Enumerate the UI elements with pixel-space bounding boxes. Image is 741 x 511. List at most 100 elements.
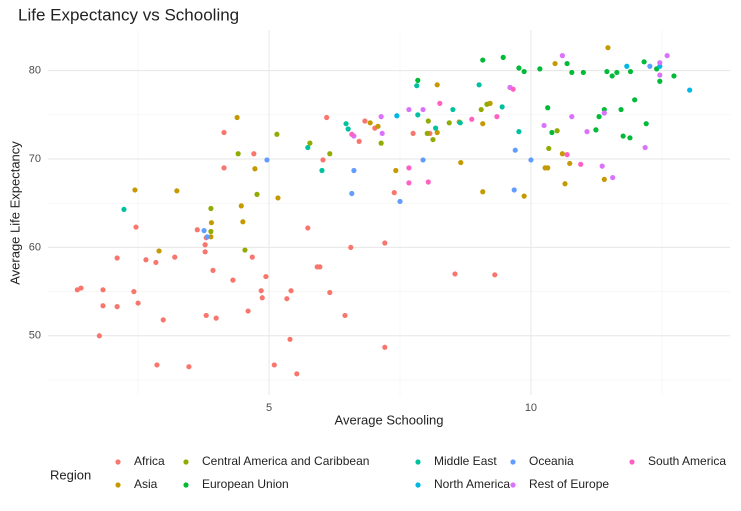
point	[457, 120, 463, 126]
point	[624, 63, 630, 69]
point	[351, 167, 357, 174]
point	[317, 264, 323, 270]
point	[274, 131, 280, 137]
point	[121, 206, 127, 213]
legend-key	[115, 482, 121, 488]
point	[378, 114, 384, 120]
legend-key	[415, 459, 421, 465]
legend-key	[629, 459, 635, 465]
point	[135, 300, 141, 306]
point	[521, 68, 527, 75]
point	[397, 198, 403, 205]
point	[393, 167, 399, 174]
point	[450, 106, 456, 113]
point	[528, 157, 534, 163]
point	[100, 287, 106, 293]
point	[596, 114, 602, 120]
point	[210, 267, 216, 273]
point	[234, 114, 240, 121]
legend-label: Central America and Caribbean	[202, 454, 369, 468]
point	[492, 272, 498, 278]
point	[202, 249, 208, 255]
point	[186, 364, 192, 370]
point	[618, 106, 624, 113]
point	[564, 152, 570, 158]
point	[264, 157, 270, 163]
point	[424, 130, 430, 137]
point	[203, 312, 209, 319]
point	[434, 129, 440, 136]
point	[554, 128, 560, 134]
point	[641, 59, 647, 65]
point	[201, 228, 207, 234]
point	[545, 105, 551, 111]
point	[480, 189, 486, 195]
point	[499, 104, 505, 110]
point	[604, 68, 610, 75]
point	[425, 179, 431, 185]
point	[133, 224, 139, 230]
point	[96, 333, 102, 339]
legend-title: Region	[50, 467, 91, 482]
point	[230, 277, 236, 283]
point	[327, 289, 333, 296]
point	[420, 106, 426, 113]
legend-key	[183, 459, 189, 465]
point	[657, 78, 663, 84]
point	[478, 106, 484, 113]
point	[559, 151, 565, 157]
point	[562, 181, 568, 187]
legend-key	[183, 482, 189, 488]
point	[469, 116, 475, 122]
point	[434, 82, 440, 88]
point	[156, 248, 162, 254]
y-tick-label: 60	[29, 241, 41, 253]
point	[657, 72, 663, 78]
point	[541, 122, 547, 129]
point	[114, 304, 120, 310]
point	[476, 82, 482, 88]
point	[305, 144, 311, 151]
legend-key	[510, 482, 516, 488]
point	[406, 106, 412, 113]
point	[584, 129, 590, 135]
legend-label: European Union	[202, 477, 289, 491]
point	[480, 121, 486, 127]
point	[240, 219, 246, 225]
point	[378, 140, 384, 146]
point	[305, 225, 311, 231]
point	[194, 227, 200, 233]
point	[100, 303, 106, 309]
legend-key	[415, 482, 421, 488]
point	[288, 288, 294, 294]
point	[114, 255, 120, 261]
y-tick-label: 80	[29, 65, 41, 77]
point	[320, 157, 326, 163]
x-tick-label: 10	[525, 402, 537, 414]
legend-label: Rest of Europe	[529, 477, 609, 491]
point	[500, 54, 506, 60]
point	[610, 174, 616, 181]
point	[252, 166, 258, 172]
point	[516, 65, 522, 71]
point	[235, 151, 241, 157]
point	[559, 53, 565, 59]
point	[687, 87, 693, 93]
point	[406, 165, 412, 171]
point	[349, 190, 355, 197]
point	[367, 120, 373, 126]
point	[154, 362, 160, 368]
point	[569, 114, 575, 120]
point	[356, 138, 362, 144]
point	[153, 259, 159, 266]
chart-title: Life Expectancy vs Schooling	[18, 5, 239, 24]
point	[642, 144, 648, 151]
point	[172, 254, 178, 260]
point	[578, 161, 584, 167]
point	[307, 140, 313, 146]
point	[415, 77, 421, 83]
legend-label: Asia	[134, 477, 158, 491]
point	[319, 167, 325, 174]
point	[287, 336, 293, 342]
